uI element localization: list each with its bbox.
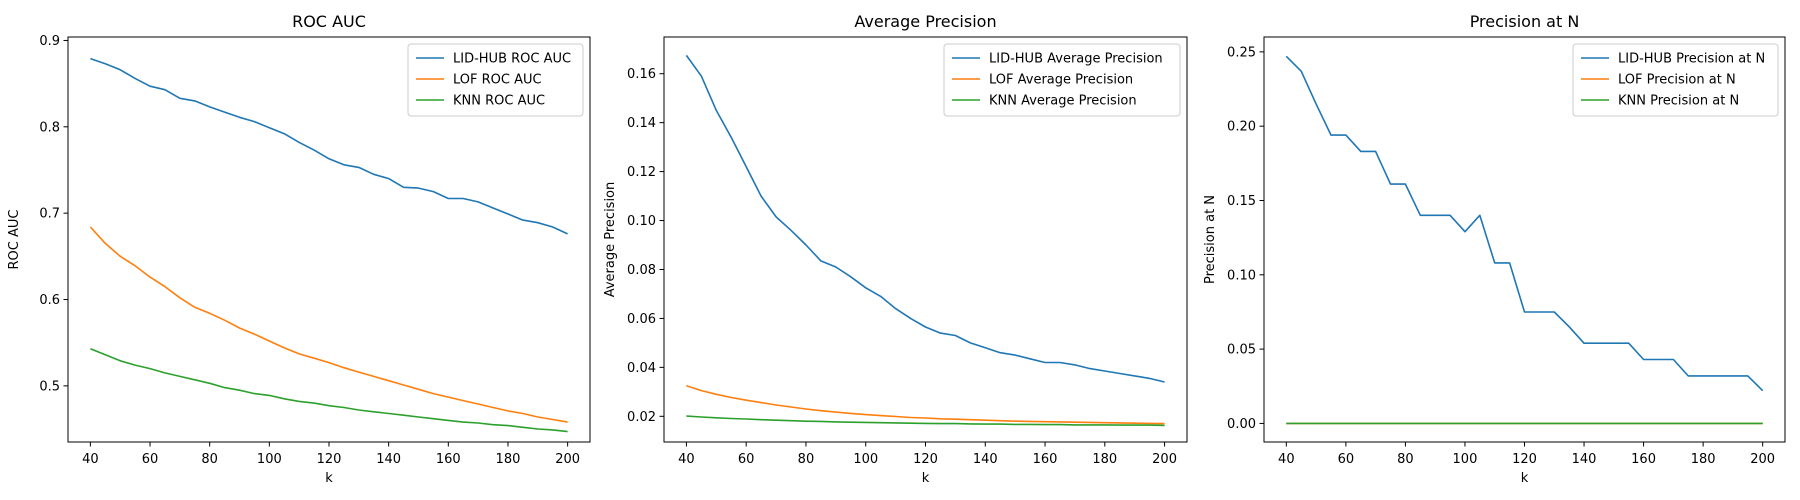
legend-label: LOF Precision at N bbox=[1618, 73, 1736, 88]
x-tick-label: 200 bbox=[1750, 452, 1775, 467]
legend-label: KNN Precision at N bbox=[1618, 94, 1739, 109]
x-tick-label: 140 bbox=[376, 452, 401, 467]
legend-box bbox=[407, 43, 584, 117]
x-tick-label: 180 bbox=[496, 452, 521, 467]
y-tick-label: 0.10 bbox=[627, 214, 656, 229]
x-tick-label: 100 bbox=[1453, 452, 1478, 467]
y-tick-label: 0.06 bbox=[627, 312, 656, 327]
series-line bbox=[89, 226, 568, 423]
y-tick-label: 0.02 bbox=[627, 410, 656, 425]
x-tick-label: 100 bbox=[257, 452, 282, 467]
y-axis-label: ROC AUC bbox=[7, 210, 22, 270]
y-tick-label: 0.10 bbox=[1227, 268, 1256, 283]
chart-panel-1: ROC AUC 40 60 80 100 120 140 160 180 200 0.5 0.6 0.7… bbox=[7, 12, 591, 486]
y-tick-label: 0.14 bbox=[627, 116, 656, 131]
x-tick-label: 40 bbox=[678, 452, 695, 467]
series-line bbox=[90, 57, 568, 235]
series-line bbox=[90, 347, 568, 433]
chart-title: ROC AUC bbox=[292, 12, 366, 31]
x-tick-label: 80 bbox=[1397, 452, 1414, 467]
chart-title: Precision at N bbox=[1470, 12, 1580, 31]
y-tick-label: 0.16 bbox=[627, 67, 656, 82]
series-line bbox=[686, 415, 1165, 427]
chart-panel-2: Average Precision 40 60 80 100 120 140 160 180 20… bbox=[603, 12, 1188, 486]
y-tick-label: 0.20 bbox=[1227, 120, 1256, 135]
x-tick-label: 160 bbox=[1631, 452, 1656, 467]
series-line bbox=[685, 54, 1165, 383]
y-tick-label: 0.04 bbox=[627, 361, 656, 376]
y-tick-label: 0.7 bbox=[39, 207, 60, 222]
x-tick-label: 60 bbox=[142, 452, 159, 467]
y-axis-label: Precision at N bbox=[1203, 195, 1218, 284]
chart-title: Average Precision bbox=[854, 12, 996, 31]
x-tick-label: 140 bbox=[1572, 452, 1597, 467]
x-tick-label: 100 bbox=[853, 452, 878, 467]
x-tick-label: 200 bbox=[555, 452, 580, 467]
y-tick-label: 0.25 bbox=[1227, 45, 1256, 60]
legend: LID-HUB Average Precision LOF Average Pre… bbox=[943, 43, 1181, 117]
legend-label: KNN ROC AUC bbox=[453, 94, 545, 109]
axes-frame bbox=[67, 36, 591, 443]
y-tick-label: 0.6 bbox=[39, 293, 60, 308]
x-tick-label: 140 bbox=[973, 452, 998, 467]
y-tick-label: 0.05 bbox=[1227, 343, 1256, 358]
y-axis-label: Average Precision bbox=[603, 182, 618, 298]
chart-panel-3: Precision at N 40 60 80 100 120 140 160 180 200 0.… bbox=[1203, 12, 1786, 486]
x-tick-label: 60 bbox=[738, 452, 755, 467]
series-line bbox=[686, 384, 1165, 425]
legend: LID-HUB ROC AUC LOF ROC AUC KNN ROC AUC bbox=[407, 43, 584, 117]
legend: LID-HUB Precision at N LOF Precision at N… bbox=[1572, 43, 1779, 117]
legend-label: LOF ROC AUC bbox=[453, 73, 542, 88]
x-tick-label: 60 bbox=[1338, 452, 1355, 467]
x-axis-label: k bbox=[325, 471, 333, 486]
y-tick-label: 0.8 bbox=[39, 120, 60, 135]
x-tick-label: 120 bbox=[913, 452, 938, 467]
x-tick-label: 180 bbox=[1092, 452, 1117, 467]
x-tick-label: 180 bbox=[1691, 452, 1716, 467]
x-tick-label: 120 bbox=[317, 452, 342, 467]
x-axis-label: k bbox=[922, 471, 930, 486]
legend-box bbox=[1572, 43, 1779, 117]
legend-label: LID-HUB Average Precision bbox=[989, 52, 1163, 67]
y-tick-label: 0.9 bbox=[39, 34, 60, 49]
x-tick-label: 80 bbox=[201, 452, 218, 467]
x-tick-label: 160 bbox=[1033, 452, 1058, 467]
y-tick-label: 0.00 bbox=[1227, 417, 1256, 432]
x-tick-label: 80 bbox=[798, 452, 815, 467]
x-tick-label: 120 bbox=[1512, 452, 1537, 467]
legend-label: LID-HUB ROC AUC bbox=[453, 52, 571, 67]
legend-box bbox=[943, 43, 1181, 117]
legend-label: KNN Average Precision bbox=[989, 94, 1137, 109]
x-tick-label: 160 bbox=[436, 452, 461, 467]
y-tick-label: 0.15 bbox=[1227, 194, 1256, 209]
series-line bbox=[1285, 55, 1764, 392]
x-tick-label: 40 bbox=[1278, 452, 1295, 467]
y-tick-label: 0.12 bbox=[627, 165, 656, 180]
y-tick-label: 0.08 bbox=[627, 263, 656, 278]
legend-label: LOF Average Precision bbox=[989, 73, 1133, 88]
legend-label: LID-HUB Precision at N bbox=[1618, 52, 1765, 67]
x-tick-label: 40 bbox=[82, 452, 99, 467]
x-axis-label: k bbox=[1521, 471, 1529, 486]
x-tick-label: 200 bbox=[1152, 452, 1177, 467]
y-tick-label: 0.5 bbox=[39, 379, 60, 394]
axes-frame bbox=[1263, 36, 1786, 443]
axes-frame bbox=[663, 36, 1188, 443]
